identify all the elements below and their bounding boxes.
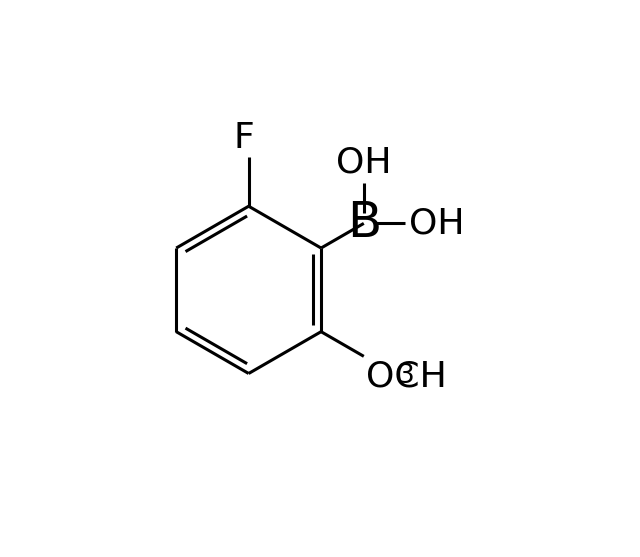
Text: OCH: OCH bbox=[366, 360, 447, 394]
Text: OH: OH bbox=[336, 145, 392, 180]
Text: OH: OH bbox=[409, 207, 465, 241]
Text: B: B bbox=[347, 199, 381, 247]
Text: F: F bbox=[234, 121, 255, 155]
Text: 3: 3 bbox=[398, 363, 415, 389]
